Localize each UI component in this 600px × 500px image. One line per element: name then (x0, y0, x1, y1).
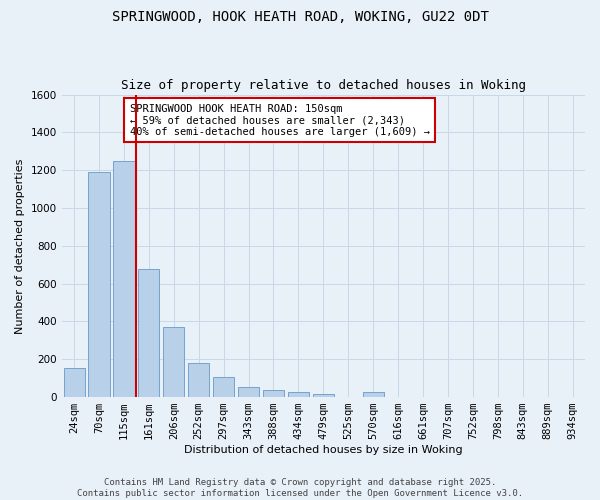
Text: SPRINGWOOD HOOK HEATH ROAD: 150sqm
← 59% of detached houses are smaller (2,343)
: SPRINGWOOD HOOK HEATH ROAD: 150sqm ← 59%… (130, 104, 430, 137)
Bar (263, 390, 284, 397)
Title: Size of property relative to detached houses in Woking: Size of property relative to detached ho… (121, 79, 526, 92)
Bar (213, 377, 234, 397)
Bar (288, 392, 309, 397)
Text: SPRINGWOOD, HOOK HEATH ROAD, WOKING, GU22 0DT: SPRINGWOOD, HOOK HEATH ROAD, WOKING, GU2… (112, 10, 488, 24)
Bar (138, 268, 160, 397)
Bar (88, 172, 110, 397)
Bar (163, 327, 184, 397)
Y-axis label: Number of detached properties: Number of detached properties (15, 158, 25, 334)
Bar (313, 394, 334, 397)
Bar (188, 363, 209, 397)
Bar (238, 386, 259, 397)
Bar (64, 368, 85, 397)
X-axis label: Distribution of detached houses by size in Woking: Distribution of detached houses by size … (184, 445, 463, 455)
Text: Contains HM Land Registry data © Crown copyright and database right 2025.
Contai: Contains HM Land Registry data © Crown c… (77, 478, 523, 498)
Bar (362, 392, 384, 397)
Bar (113, 160, 134, 397)
